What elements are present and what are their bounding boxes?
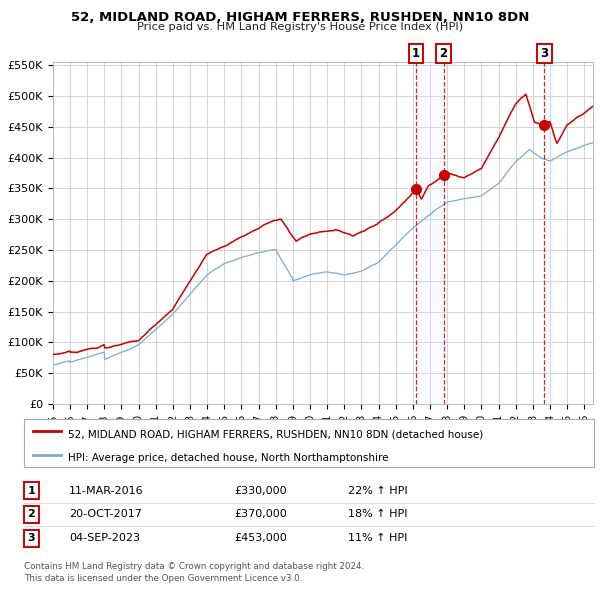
Text: Contains HM Land Registry data © Crown copyright and database right 2024.
This d: Contains HM Land Registry data © Crown c… xyxy=(24,562,364,583)
Text: 1: 1 xyxy=(28,486,35,496)
Text: 3: 3 xyxy=(540,47,548,60)
Text: 20-OCT-2017: 20-OCT-2017 xyxy=(69,510,142,519)
Bar xyxy=(544,62,554,404)
Text: 11-MAR-2016: 11-MAR-2016 xyxy=(69,486,143,496)
Bar xyxy=(416,62,443,404)
Text: 2: 2 xyxy=(28,510,35,519)
Text: 1: 1 xyxy=(412,47,420,60)
Text: £330,000: £330,000 xyxy=(234,486,287,496)
Text: 3: 3 xyxy=(28,533,35,543)
Text: HPI: Average price, detached house, North Northamptonshire: HPI: Average price, detached house, Nort… xyxy=(68,453,389,463)
Text: 52, MIDLAND ROAD, HIGHAM FERRERS, RUSHDEN, NN10 8DN: 52, MIDLAND ROAD, HIGHAM FERRERS, RUSHDE… xyxy=(71,11,529,24)
Text: £453,000: £453,000 xyxy=(234,533,287,543)
Text: 18% ↑ HPI: 18% ↑ HPI xyxy=(348,510,407,519)
Text: 2: 2 xyxy=(440,47,448,60)
Text: £370,000: £370,000 xyxy=(234,510,287,519)
Text: 52, MIDLAND ROAD, HIGHAM FERRERS, RUSHDEN, NN10 8DN (detached house): 52, MIDLAND ROAD, HIGHAM FERRERS, RUSHDE… xyxy=(68,430,484,440)
Text: 04-SEP-2023: 04-SEP-2023 xyxy=(69,533,140,543)
Text: Price paid vs. HM Land Registry's House Price Index (HPI): Price paid vs. HM Land Registry's House … xyxy=(137,22,463,32)
Text: 22% ↑ HPI: 22% ↑ HPI xyxy=(348,486,407,496)
Text: 11% ↑ HPI: 11% ↑ HPI xyxy=(348,533,407,543)
